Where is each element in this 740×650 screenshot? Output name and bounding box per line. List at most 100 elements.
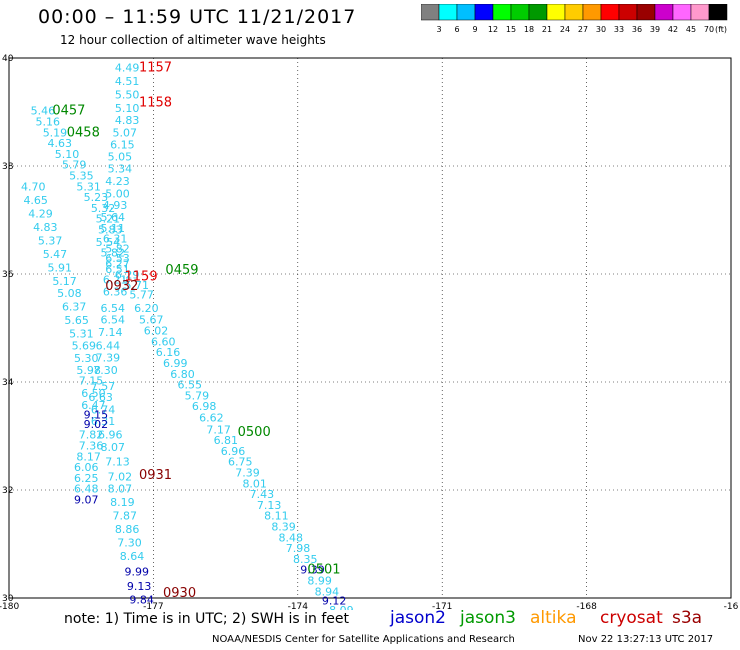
wave-height-label: 6.54 [100,302,125,315]
wave-height-label: 8.19 [110,496,135,509]
wave-height-label: 8.09 [329,604,354,610]
wave-height-label: 9.12 [322,594,347,607]
wave-height-label: 8.01 [242,477,266,490]
wave-height-label: 5.31 [69,328,94,341]
pass-time-label: 1157 [139,61,172,76]
wave-height-label: 6.31 [91,415,116,428]
wave-height-label: 5.47 [43,248,67,261]
x-tick-label: -16 [724,602,739,610]
wave-height-label: 6.54 [100,314,125,327]
wave-height-label: 6.47 [81,399,106,412]
wave-height-label: 9.84 [129,593,154,606]
wave-height-label: 6.62 [199,411,224,424]
x-tick-label: -174 [288,602,309,610]
wave-height-label: 8.35 [293,553,318,566]
wave-height-label: 6.53 [105,252,129,265]
wave-height-label: 6.06 [74,461,99,474]
legend-label: 30 [596,25,606,34]
wave-height-label: 9.99 [125,565,149,578]
legend-label: 36 [632,25,642,34]
satellite-jason2: jason2 [390,608,446,628]
wave-height-label: 5.32 [91,202,116,215]
wave-height-label: 5.19 [43,126,67,139]
wave-height-label: 4.83 [115,114,140,127]
wave-height-label: 5.71 [125,279,149,292]
wave-height-label: 5.64 [100,211,125,224]
wave-height-label: 5.79 [62,159,87,172]
generated-timestamp: Nov 22 13:27:13 UTC 2017 [578,634,714,645]
wave-height-label: 5.00 [105,187,129,200]
wave-height-label: 6.96 [98,429,123,442]
wave-height-label: 6.48 [74,483,99,496]
wave-height-label: 6.31 [103,233,128,246]
wave-height-label: 8.39 [271,521,296,534]
wave-height-label: 5.65 [64,314,89,327]
legend-label: 3 [436,25,441,34]
wave-height-label: 6.98 [192,400,217,413]
x-tick-label: -180 [0,602,19,610]
wave-height-label: 5.17 [52,275,77,288]
wave-height-label: 8.17 [76,450,101,463]
wave-height-label: 6.36 [103,286,128,299]
wave-height-label: 7.39 [235,467,260,480]
legend-label: 70 [704,25,714,34]
wave-height-label: 5.79 [185,389,210,402]
y-tick-label: 40 [2,54,14,64]
wave-height-label: 7.14 [98,326,123,339]
wave-height-label: 8.94 [315,585,340,598]
wave-height-label: 6.50 [81,387,106,400]
map-plot: -180 -177 -174 -171 -168 -163032343638404.494… [0,54,739,610]
legend-label: 6 [454,25,459,34]
chart-title: 00:00 – 11:59 UTC 11/21/2017 [38,6,357,28]
wave-height-label: 8.64 [120,550,145,563]
wave-height-label: 6.25 [74,472,99,485]
x-tick-label: -168 [576,602,597,610]
wave-height-label: 7.98 [286,542,311,555]
wave-height-label: 6.81 [214,434,239,447]
wave-height-label: 5.05 [108,151,133,164]
pass-time-label: 1158 [139,96,172,111]
wave-height-label: 7.57 [91,380,116,393]
wave-height-label: 7.13 [105,456,129,469]
legend-label: 45 [686,25,696,34]
y-tick-label: 34 [2,378,14,388]
wave-height-label: 4.65 [23,194,48,207]
pass-time-label: 0930 [163,586,196,601]
wave-height-label: 5.82 [105,242,129,255]
wave-height-label: 7.82 [79,429,104,442]
wave-height-label: 5.91 [48,261,73,274]
wave-height-label: 5.82 [100,247,125,260]
wave-height-label: 6.55 [177,378,202,391]
wave-height-label: 5.37 [38,234,63,247]
wave-height-label: 5.31 [76,180,101,193]
wave-height-label: 7.30 [93,364,118,377]
wave-height-label: 5.11 [100,222,125,235]
wave-height-label: 5.67 [139,314,164,327]
chart-subtitle: 12 hour collection of altimeter wave hei… [60,33,326,47]
wave-height-label: 6.15 [110,139,135,152]
wave-height-label: 5.07 [112,126,137,139]
wave-height-label: 9.39 [300,564,325,577]
y-tick-label: 38 [2,162,14,172]
legend-swatch [708,4,728,21]
wave-height-label: 9.02 [84,418,109,431]
color-legend: 3 6 9 12 15 18 21 24 27 30 33 36 39 42 45 70 (ft) [421,4,728,34]
wave-height-label: 9.13 [127,580,152,593]
wave-height-label: 5.21 [96,213,121,226]
wave-height-label: 8.07 [100,441,125,454]
wave-height-label: 5.46 [31,105,56,118]
wave-height-label: 6.51 [105,263,129,276]
wave-height-label: 4.29 [28,207,53,220]
wave-height-label: 6.37 [62,301,87,314]
wave-height-label: 9.07 [74,494,99,507]
x-tick-label: -171 [432,602,452,610]
wave-height-label: 7.30 [117,537,142,550]
wave-height-label: 6.16 [156,346,181,359]
wave-height-label: 5.35 [69,170,94,183]
wave-height-label: 5.30 [74,352,99,365]
wave-height-label: 7.13 [257,499,282,512]
satellite-jason3: jason3 [460,608,516,628]
wave-height-label: 7.36 [79,440,104,453]
wave-height-label: 5.08 [57,287,81,300]
wave-height-label: 6.02 [144,324,169,337]
